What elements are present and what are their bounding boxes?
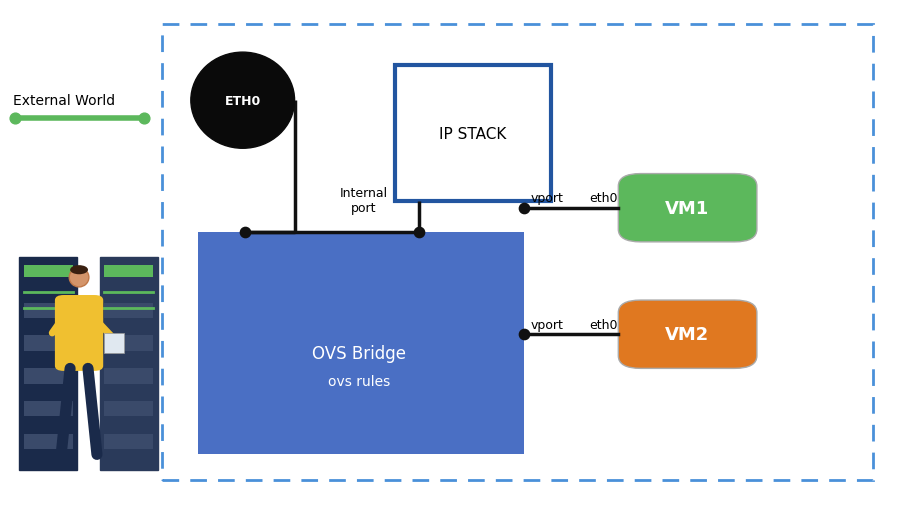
FancyBboxPatch shape <box>19 258 77 470</box>
FancyBboxPatch shape <box>23 369 73 384</box>
FancyBboxPatch shape <box>23 401 73 417</box>
Text: eth0: eth0 <box>589 192 617 205</box>
FancyBboxPatch shape <box>55 295 104 371</box>
FancyBboxPatch shape <box>618 174 757 242</box>
Text: vport: vport <box>530 192 563 205</box>
Text: IP STACK: IP STACK <box>439 126 506 141</box>
Text: VM1: VM1 <box>665 199 709 218</box>
FancyBboxPatch shape <box>23 434 73 449</box>
Text: vport: vport <box>530 318 563 331</box>
Text: OVS Bridge: OVS Bridge <box>312 344 406 363</box>
FancyBboxPatch shape <box>104 265 153 278</box>
Point <box>518 205 532 213</box>
FancyBboxPatch shape <box>104 369 153 384</box>
Text: External World: External World <box>13 94 115 108</box>
Ellipse shape <box>191 53 294 149</box>
FancyBboxPatch shape <box>104 303 153 318</box>
Point <box>518 331 532 339</box>
FancyBboxPatch shape <box>618 300 757 369</box>
FancyBboxPatch shape <box>23 303 73 318</box>
Text: eth0: eth0 <box>589 318 617 331</box>
FancyBboxPatch shape <box>104 401 153 417</box>
FancyBboxPatch shape <box>198 232 525 454</box>
Point <box>238 228 253 236</box>
FancyBboxPatch shape <box>100 258 158 470</box>
Text: Internal
port: Internal port <box>339 187 388 215</box>
FancyBboxPatch shape <box>104 333 124 354</box>
Point <box>137 115 151 123</box>
FancyBboxPatch shape <box>23 336 73 351</box>
FancyBboxPatch shape <box>395 66 551 202</box>
Ellipse shape <box>70 266 88 275</box>
Point <box>411 228 426 236</box>
Text: ETH0: ETH0 <box>225 94 261 108</box>
FancyBboxPatch shape <box>104 336 153 351</box>
Text: ovs rules: ovs rules <box>328 374 390 388</box>
FancyBboxPatch shape <box>104 434 153 449</box>
FancyBboxPatch shape <box>23 265 73 278</box>
Point <box>7 115 22 123</box>
Ellipse shape <box>69 268 89 287</box>
Text: VM2: VM2 <box>665 326 709 344</box>
